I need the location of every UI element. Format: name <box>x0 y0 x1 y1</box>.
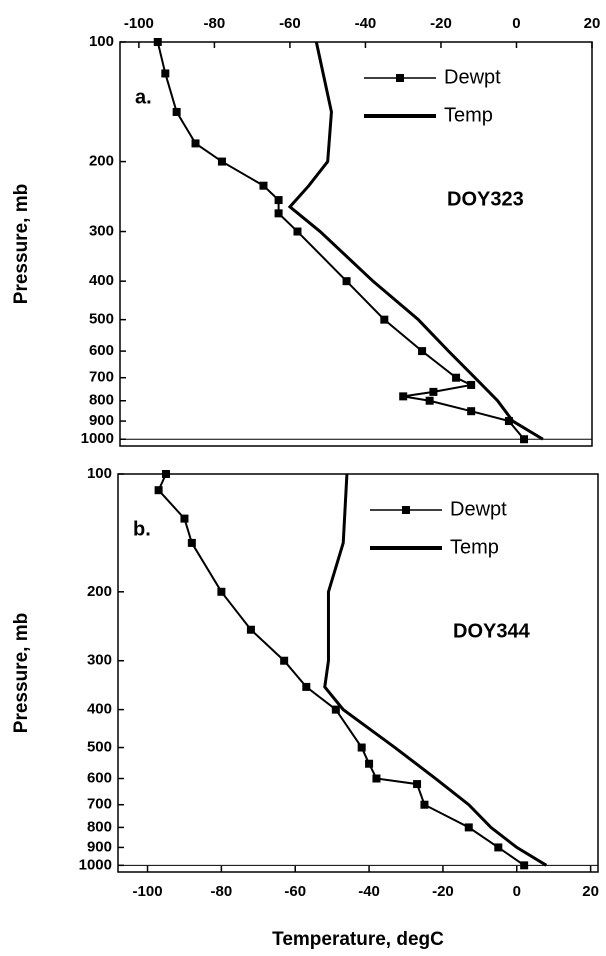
y-tick-label: 700 <box>89 369 114 386</box>
y-tick-label: 100 <box>87 465 112 482</box>
marker <box>217 157 226 166</box>
x-tick-label: -60 <box>284 883 306 900</box>
marker <box>494 843 503 852</box>
y-tick-label: 200 <box>89 153 114 170</box>
y-tick-label: 900 <box>87 838 112 855</box>
marker <box>418 347 427 356</box>
marker <box>161 69 170 78</box>
x-tick-label: -100 <box>124 15 154 32</box>
marker <box>413 780 422 789</box>
y-tick-label: 800 <box>89 392 114 409</box>
marker <box>420 800 429 809</box>
marker <box>467 407 476 416</box>
marker <box>293 227 302 236</box>
y-tick-label: 400 <box>89 272 114 289</box>
y-tick-label: 200 <box>87 583 112 600</box>
x-tick-label: -20 <box>432 883 454 900</box>
marker <box>180 514 189 523</box>
marker <box>274 209 283 218</box>
y-tick-label: 600 <box>87 769 112 786</box>
y-axis-label: Pressure, mb <box>11 184 32 304</box>
marker <box>467 380 476 389</box>
marker <box>372 774 381 783</box>
marker <box>380 315 389 324</box>
marker <box>191 139 200 148</box>
marker <box>399 392 408 401</box>
y-tick-label: 300 <box>87 652 112 669</box>
marker <box>259 181 268 190</box>
y-axis-label: Pressure, mb <box>11 613 32 733</box>
x-tick-label: 0 <box>513 883 521 900</box>
marker <box>331 705 340 714</box>
panel-annotation: DOY323 <box>447 188 524 210</box>
y-tick-label: 800 <box>87 818 112 835</box>
x-tick-label: 20 <box>582 883 599 900</box>
legend-marker <box>402 506 410 514</box>
y-tick-label: 100 <box>89 33 114 50</box>
marker <box>425 396 434 405</box>
y-tick-label: 600 <box>89 342 114 359</box>
legend-label: Temp <box>450 536 499 558</box>
marker <box>154 486 163 495</box>
marker <box>429 387 438 396</box>
marker <box>280 656 289 665</box>
y-tick-label: 400 <box>87 701 112 718</box>
marker <box>274 196 283 205</box>
x-tick-label: -80 <box>211 883 233 900</box>
y-tick-label: 300 <box>89 222 114 239</box>
x-tick-label: 0 <box>512 15 520 32</box>
series-line <box>156 41 525 440</box>
x-tick-label: -100 <box>133 883 163 900</box>
marker <box>342 277 351 286</box>
series-line <box>287 41 544 441</box>
series-line <box>323 473 548 867</box>
marker <box>452 373 461 382</box>
legend-label: Dewpt <box>444 66 501 88</box>
x-tick-label: -60 <box>279 15 301 32</box>
y-tick-label: 500 <box>89 311 114 328</box>
x-tick-label: -20 <box>430 15 452 32</box>
marker <box>504 417 513 426</box>
marker <box>187 538 196 547</box>
y-tick-label: 900 <box>89 412 114 429</box>
marker <box>357 743 366 752</box>
marker <box>246 625 255 634</box>
panel-annotation: DOY344 <box>453 620 531 642</box>
x-tick-label: -40 <box>358 883 380 900</box>
marker <box>172 107 181 116</box>
marker <box>464 823 473 832</box>
marker <box>162 470 170 478</box>
y-tick-label: 700 <box>87 796 112 813</box>
marker <box>365 759 374 768</box>
plot-frame <box>117 473 599 873</box>
x-tick-label: 20 <box>584 15 601 32</box>
marker <box>217 587 226 596</box>
marker <box>153 38 162 46</box>
panel-label: b. <box>133 518 151 540</box>
marker <box>302 682 311 691</box>
panel-label: a. <box>135 86 152 108</box>
x-tick-label: -40 <box>355 15 377 32</box>
y-tick-label: 1000 <box>81 430 114 447</box>
y-tick-label: 1000 <box>79 856 112 873</box>
x-tick-label: -80 <box>204 15 226 32</box>
x-axis-label: Temperature, degC <box>272 929 444 950</box>
legend-marker <box>396 74 404 82</box>
legend-label: Temp <box>444 104 493 126</box>
y-tick-label: 500 <box>87 738 112 755</box>
legend-label: Dewpt <box>450 498 507 520</box>
plot-frame <box>119 41 593 447</box>
